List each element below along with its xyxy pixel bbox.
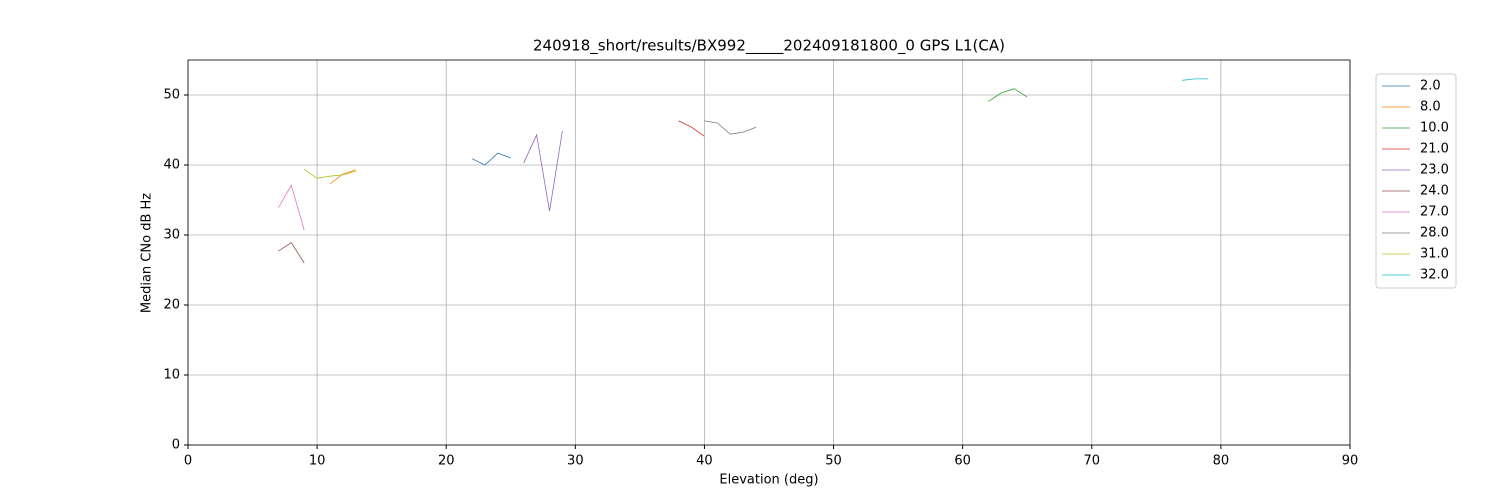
x-tick-label: 30 (567, 454, 584, 469)
x-tick-label: 40 (696, 454, 713, 469)
legend-label: 21.0 (1420, 142, 1449, 157)
x-axis-label: Elevation (deg) (719, 473, 818, 488)
legend-label: 8.0 (1420, 100, 1441, 115)
x-tick-label: 10 (309, 454, 326, 469)
legend-label: 31.0 (1420, 247, 1449, 262)
x-tick-label: 90 (1342, 454, 1359, 469)
x-tick-label: 0 (184, 454, 192, 469)
legend-label: 23.0 (1420, 163, 1449, 178)
y-tick-label: 10 (163, 368, 180, 383)
data-line (1182, 78, 1208, 81)
data-line (988, 88, 1028, 102)
legend-label: 32.0 (1420, 268, 1449, 283)
data-line (523, 130, 563, 212)
x-tick-label: 20 (438, 454, 455, 469)
y-tick-label: 0 (172, 438, 180, 453)
legend-label: 24.0 (1420, 184, 1449, 199)
x-tick-label: 70 (1084, 454, 1101, 469)
legend-label: 2.0 (1420, 79, 1441, 94)
x-tick-label: 80 (1213, 454, 1230, 469)
y-tick-label: 50 (163, 88, 180, 103)
legend-label: 28.0 (1420, 226, 1449, 241)
data-line (704, 120, 757, 135)
x-tick-label: 60 (954, 454, 971, 469)
plot-frame (187, 59, 1351, 446)
chart-title: 240918_short/results/BX992_____202409181… (533, 37, 1005, 56)
x-tick-label: 50 (825, 454, 842, 469)
y-axis-label: Median CNo dB Hz (140, 193, 155, 313)
legend-label: 10.0 (1420, 121, 1449, 136)
data-line (471, 152, 511, 166)
legend-box (1375, 73, 1457, 289)
y-tick-label: 40 (163, 158, 180, 173)
data-line (278, 184, 305, 231)
data-line (678, 120, 705, 137)
legend-label: 27.0 (1420, 205, 1449, 220)
y-tick-label: 20 (163, 298, 180, 313)
data-line (329, 169, 356, 185)
y-tick-label: 30 (163, 228, 180, 243)
data-line (278, 242, 305, 264)
data-line (303, 168, 356, 179)
